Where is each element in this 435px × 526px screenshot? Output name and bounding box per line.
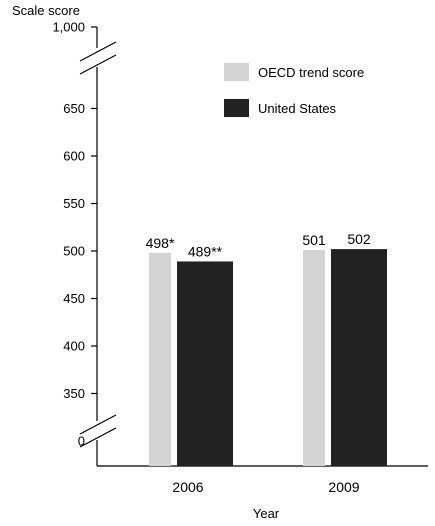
category-labels: 2006 2009 (172, 479, 359, 495)
y-tick-label: 350 (63, 386, 85, 401)
bar (149, 252, 171, 466)
y-tick-label: 600 (63, 149, 85, 164)
bars: 498* 489** 501 502 (146, 231, 387, 466)
y-tick-label-zero: 0 (78, 434, 85, 449)
x-axis-title: Year (253, 506, 280, 521)
y-tick-label: 550 (63, 196, 85, 211)
x-tick-label: 2006 (172, 479, 203, 495)
bar (331, 249, 387, 466)
y-axis-title: Scale score (12, 3, 80, 18)
bar-data-label: 498* (146, 235, 175, 251)
axis-break-mark (79, 54, 117, 75)
legend-swatch (224, 63, 249, 81)
y-tick-label-top: 1,000 (52, 20, 85, 35)
axis-break-mark (79, 427, 117, 448)
legend: OECD trend score United States (224, 63, 364, 117)
bar-data-label: 489** (188, 243, 223, 259)
axis-break-mark (79, 41, 117, 62)
y-tick-label: 650 (63, 101, 85, 116)
bar (177, 261, 233, 466)
y-tick-label: 400 (63, 339, 85, 354)
bar-data-label: 501 (302, 232, 326, 248)
x-tick-label: 2009 (328, 479, 359, 495)
y-ticks: 1,000 350 400 450 500 550 600 650 0 (52, 20, 97, 449)
legend-label: United States (258, 101, 337, 116)
legend-label: OECD trend score (258, 65, 364, 80)
axis-break-gap (95, 48, 99, 67)
axis-break-mark (79, 414, 117, 435)
legend-swatch (224, 99, 249, 117)
y-tick-label: 500 (63, 244, 85, 259)
axis-break-gap (95, 421, 99, 440)
y-tick-label: 450 (63, 291, 85, 306)
bar-data-label: 502 (347, 231, 371, 247)
bar (303, 250, 325, 466)
